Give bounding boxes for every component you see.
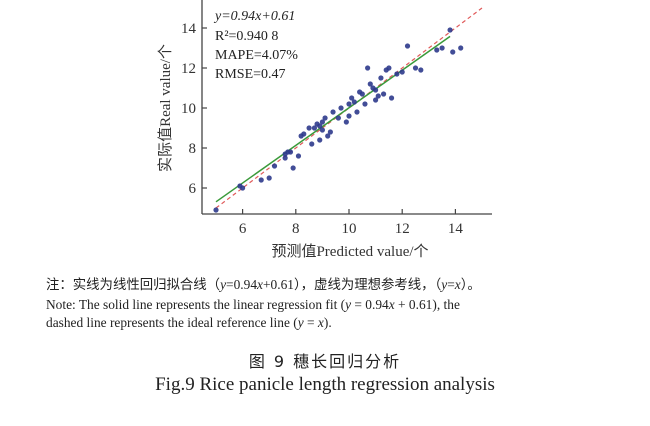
data-point [362, 101, 368, 107]
note-cn-mid: =0.94 [226, 277, 258, 292]
rmse-label: RMSE=0.47 [215, 67, 286, 82]
note-en2-a: dashed line represents the ideal referen… [46, 315, 298, 330]
note-en2-b: = [303, 315, 318, 330]
caption-english: Fig.9 Rice panicle length regression ana… [155, 374, 495, 395]
data-point [306, 125, 312, 131]
regression-chart: 6 8 10 12 14 6 8 10 12 14 y=0.94x+0.61 R²=0.940 … [157, 0, 492, 260]
data-point [213, 207, 219, 213]
note-cn-y2: y [441, 277, 448, 292]
x-ticks: 6 8 10 12 14 [239, 209, 464, 237]
data-point [418, 67, 424, 73]
data-point [365, 65, 371, 71]
data-point [351, 99, 357, 105]
note-chinese: 注：实线为线性回归拟合线（y=0.94x+0.61），虚线为理想参考线，（y=x… [46, 276, 612, 293]
data-point [399, 69, 405, 75]
regression-lines [215, 7, 483, 209]
x-tick-label: 14 [448, 221, 464, 237]
note-english-line1: Note: The solid line represents the line… [46, 296, 612, 313]
y-tick-label: 6 [189, 181, 197, 197]
note-english-line2: dashed line represents the ideal referen… [46, 314, 612, 331]
data-point [322, 115, 328, 121]
note-cn-suffix: ）。 [460, 277, 481, 292]
note-cn-prefix: 注：实线为线性回归拟合线（ [46, 277, 221, 292]
data-point [330, 109, 336, 115]
data-point [327, 129, 333, 135]
data-point [240, 185, 246, 191]
x-tick-label: 12 [395, 221, 410, 237]
data-point [388, 95, 395, 101]
data-point [367, 81, 373, 87]
data-point [346, 113, 352, 119]
equation-label: y=0.94x+0.61 [213, 9, 295, 24]
data-point [290, 165, 296, 171]
data-point [354, 109, 360, 115]
data-point [338, 105, 344, 111]
data-point [298, 133, 304, 139]
data-point [317, 123, 323, 129]
data-point [346, 101, 352, 107]
note-en1-c: + 0.61), the [394, 297, 460, 312]
data-point [386, 65, 392, 71]
x-axis-title: 预测值Predicted value/个 [271, 243, 428, 260]
data-point [394, 71, 400, 77]
data-point [458, 45, 464, 51]
data-point [309, 141, 315, 147]
y-tick-label: 10 [181, 101, 196, 117]
note-en1-x: x [388, 297, 395, 312]
note-cn-eq: = [447, 277, 455, 292]
y-ticks: 6 8 10 12 14 [181, 21, 207, 197]
data-point [335, 115, 341, 121]
note-en1-a: Note: The solid line represents the line… [46, 297, 346, 312]
caption-chinese: 图 9 穗长回归分析 [248, 352, 402, 371]
x-tick-label: 6 [239, 221, 247, 237]
data-point [319, 119, 325, 125]
data-point [450, 49, 456, 55]
y-axis-title: 实际值Real value/个 [157, 44, 174, 172]
data-point [375, 93, 381, 99]
data-point [404, 43, 411, 49]
data-point [282, 155, 288, 161]
mape-label: MAPE=4.07% [215, 48, 298, 63]
data-point [317, 137, 323, 143]
data-point [343, 119, 349, 125]
y-tick-label: 12 [181, 61, 196, 77]
axes [201, 0, 492, 215]
data-point [258, 177, 264, 183]
y-tick-label: 14 [181, 21, 197, 37]
data-point [373, 97, 379, 103]
data-point [378, 75, 384, 81]
r2-label: R²=0.940 8 [215, 29, 278, 44]
note-cn-x2: x [454, 277, 461, 292]
note-cn-mid2: +0.61），虚线为理想参考线，（ [262, 277, 442, 292]
data-point [285, 149, 291, 155]
data-point [295, 153, 302, 159]
data-point [319, 127, 325, 133]
note-en1-b: = 0.94 [351, 297, 389, 312]
data-point [359, 91, 365, 97]
x-tick-label: 10 [342, 221, 357, 237]
data-point [271, 163, 278, 169]
note-cn-y: y [220, 277, 227, 292]
note-en1-y: y [345, 297, 352, 312]
data-point [439, 45, 445, 51]
data-point [380, 91, 387, 97]
data-point [434, 47, 440, 53]
data-point [325, 133, 331, 139]
data-point [311, 125, 318, 131]
data-point [412, 65, 419, 71]
fit-line [215, 35, 451, 203]
data-point [266, 175, 272, 181]
x-tick-label: 8 [292, 221, 300, 237]
y-tick-label: 8 [189, 141, 197, 157]
data-point [349, 95, 355, 101]
note-en2-c: ). [323, 315, 332, 330]
note-en2-x: x [317, 315, 324, 330]
note-cn-x: x [257, 277, 263, 292]
scatter-points [213, 27, 464, 213]
data-point [447, 27, 453, 33]
data-point [373, 87, 379, 93]
stats-annotation: y=0.94x+0.61 R²=0.940 8 MAPE=4.07% RMSE=… [213, 9, 298, 82]
note-en2-y: y [297, 315, 304, 330]
